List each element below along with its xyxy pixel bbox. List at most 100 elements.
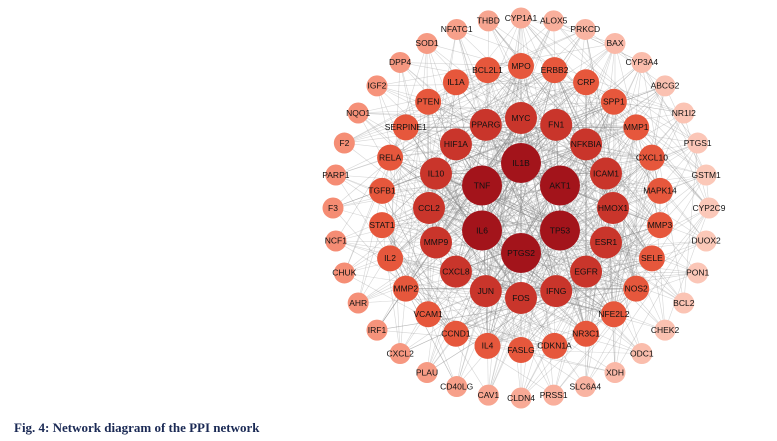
edge <box>520 17 616 44</box>
node-circle <box>687 262 709 284</box>
edge <box>357 190 383 304</box>
node-circle <box>510 387 532 409</box>
node-circle <box>462 210 503 251</box>
node: AHR <box>347 292 369 314</box>
node: ERBB2 <box>541 57 569 84</box>
node-label: CXCL8 <box>442 266 470 276</box>
node-label: PARP1 <box>322 170 350 180</box>
edge <box>585 112 685 334</box>
node-label: MAPK14 <box>643 186 677 196</box>
node-label: CYP2C9 <box>692 203 725 213</box>
node-label: ALOX5 <box>540 16 568 26</box>
node-label: CCND1 <box>441 328 471 338</box>
edge <box>455 124 557 145</box>
node-label: ESR1 <box>595 237 617 247</box>
edge <box>389 101 429 259</box>
node-circle <box>420 226 453 259</box>
edge <box>613 101 661 192</box>
edge <box>520 117 607 174</box>
edge <box>344 272 457 334</box>
edge <box>344 82 457 144</box>
node: NFKBIA <box>570 128 603 161</box>
node-label: JUN <box>478 286 495 296</box>
node: VCAM1 <box>414 301 443 328</box>
node-circle <box>325 230 347 252</box>
edge <box>389 258 586 387</box>
node-label: TNF <box>474 180 491 190</box>
edge <box>455 144 561 231</box>
node: ICAM1 <box>589 157 622 190</box>
edge <box>344 142 522 164</box>
edge <box>435 242 522 299</box>
edge <box>520 349 616 373</box>
edge <box>614 207 710 373</box>
edge <box>381 69 555 192</box>
node-circle <box>505 282 537 314</box>
node-label: EGFR <box>574 266 598 276</box>
edge <box>344 142 430 209</box>
edge <box>554 190 661 347</box>
edge <box>520 17 698 144</box>
node: CCL2 <box>413 192 445 224</box>
edge <box>559 43 616 186</box>
node: SERPINE1 <box>385 114 427 141</box>
node: CXCL10 <box>636 144 668 171</box>
edge <box>405 127 522 299</box>
node: MPO <box>508 53 534 79</box>
edge <box>381 224 457 334</box>
node-circle <box>687 132 709 154</box>
edge <box>635 127 710 209</box>
edge <box>381 190 457 334</box>
edge <box>487 240 707 347</box>
node-label: DUOX2 <box>691 236 721 246</box>
node-circle <box>589 226 622 259</box>
edge <box>585 144 607 243</box>
node: PTGS1 <box>684 132 712 154</box>
node: SOD1 <box>415 32 439 54</box>
edge <box>405 65 522 128</box>
edge <box>485 81 587 126</box>
node-circle <box>420 157 453 190</box>
node: FOS <box>505 282 537 314</box>
edge <box>332 20 554 209</box>
edge <box>481 185 587 272</box>
node-label: THBD <box>477 16 500 26</box>
edge <box>455 81 557 126</box>
edge <box>554 69 607 174</box>
edge <box>612 101 615 209</box>
node-label: TP53 <box>550 225 571 235</box>
edge <box>428 124 557 209</box>
node: DPP4 <box>389 51 412 73</box>
node: CHEK2 <box>651 319 679 341</box>
node-label: PRKCD <box>570 24 600 34</box>
edge <box>485 124 557 292</box>
node-label: IL2 <box>384 253 396 263</box>
edge <box>381 224 429 315</box>
edge <box>485 124 607 174</box>
node-circle <box>597 192 629 224</box>
edge <box>488 20 707 176</box>
edge <box>335 174 391 259</box>
node-circle <box>505 102 537 134</box>
node: PRSS1 <box>540 384 568 406</box>
edge <box>613 101 637 289</box>
node-label: CHUK <box>332 268 356 278</box>
node-circle <box>673 292 695 314</box>
edge <box>405 124 487 289</box>
node-label: NFKBIA <box>571 139 602 149</box>
edge <box>455 230 561 334</box>
edge <box>585 207 710 387</box>
node-circle <box>469 108 502 141</box>
node: NR1I2 <box>672 102 696 124</box>
node: MMP2 <box>392 275 419 302</box>
node-circle <box>543 384 565 406</box>
edge <box>405 288 522 299</box>
node-circle <box>347 102 369 124</box>
node-circle <box>539 210 580 251</box>
edge <box>485 124 661 192</box>
node-circle <box>369 212 396 239</box>
node-label: AHR <box>349 298 367 308</box>
node-circle <box>477 10 499 32</box>
node-label: IL6 <box>476 225 488 235</box>
node-label: CYP3A4 <box>626 57 659 67</box>
